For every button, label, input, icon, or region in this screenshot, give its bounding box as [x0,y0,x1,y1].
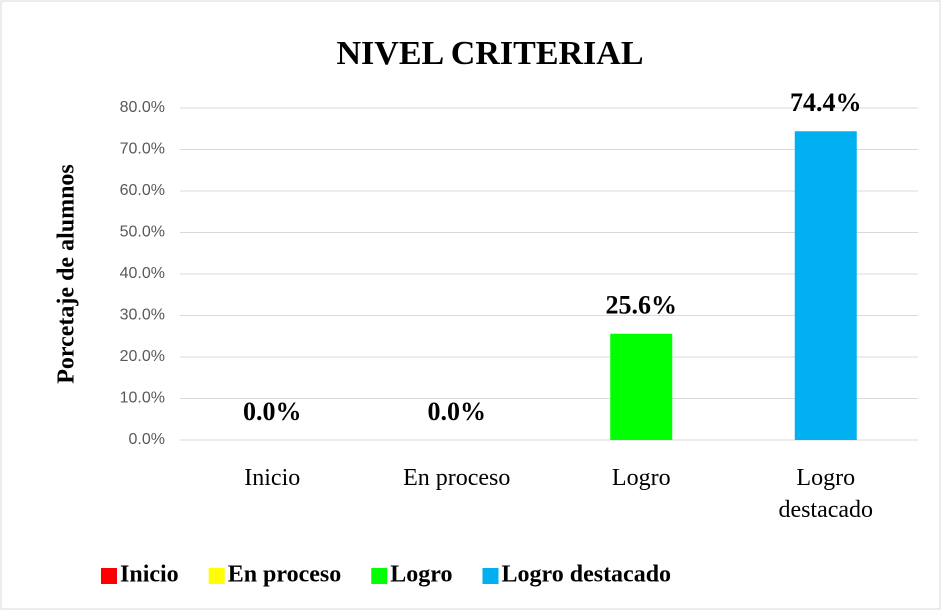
y-tick-label: 40.0% [120,265,165,282]
legend-swatch [208,568,225,584]
data-label: 25.6% [606,291,678,320]
y-tick-label: 10.0% [120,390,165,407]
legend-swatch [482,568,499,584]
y-tick-label: 0.0% [129,431,165,448]
data-label: 0.0% [243,397,302,426]
y-axis-label: Porcetaje de alumnos [54,164,80,384]
y-tick-label: 30.0% [120,307,165,324]
x-tick-label: En proceso [403,465,511,491]
legend-swatch [101,568,117,584]
y-tick-label: 70.0% [120,141,165,158]
chart-title: NIVEL CRITERIAL [336,35,643,72]
y-tick-label: 20.0% [120,348,165,365]
legend-label: Logro [390,562,452,588]
x-tick-label: Logro destacado [778,465,874,524]
legend-label: Logro destacado [502,562,672,588]
legend-label: Inicio [120,562,179,588]
legend-label: En proceso [228,562,342,588]
x-tick-label: Logro [611,465,671,491]
y-tick-label: 50.0% [120,224,165,241]
data-label: 74.4% [790,88,862,117]
legend-swatch [371,568,388,584]
y-tick-label: 80.0% [120,99,165,116]
y-tick-label: 60.0% [120,182,165,199]
bar [610,333,673,440]
bar [794,131,857,441]
x-tick-label: Inicio [244,465,301,491]
data-label: 0.0% [428,397,487,426]
